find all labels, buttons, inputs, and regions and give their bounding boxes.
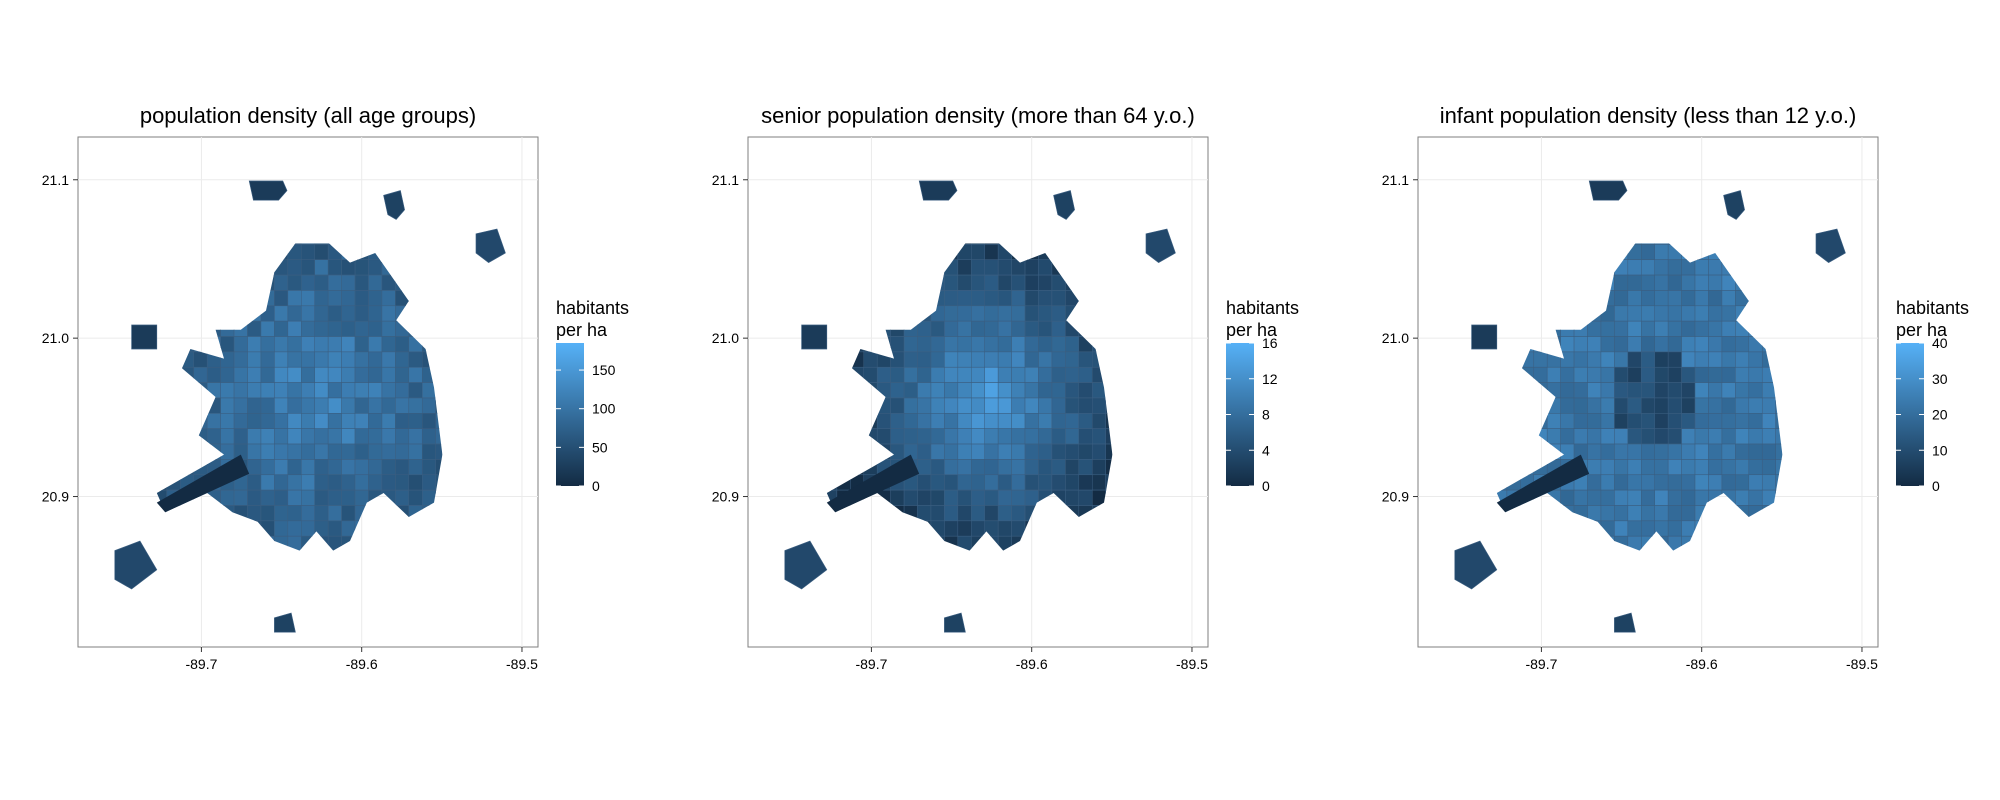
map-satellite-area [1454, 540, 1498, 590]
legend-tick-label: 20 [1932, 407, 1948, 423]
legend-title: habitants [1226, 298, 1299, 318]
panel-title: infant population density (less than 12 … [1440, 103, 1857, 128]
map-satellite-area [1723, 190, 1745, 220]
map-satellite-area [114, 540, 158, 590]
x-tick-label: -89.5 [1846, 656, 1878, 672]
map-satellite-area [1471, 324, 1498, 350]
map-satellite-area [801, 324, 828, 350]
x-tick-label: -89.7 [1525, 656, 1557, 672]
map-panel-infant: infant population density (less than 12 … [1382, 103, 1969, 672]
map-satellite-area [944, 612, 966, 633]
y-tick-label: 21.1 [712, 172, 739, 188]
legend-title-line2: per ha [1226, 320, 1278, 340]
x-tick-label: -89.6 [1016, 656, 1048, 672]
y-tick-label: 21.1 [42, 172, 69, 188]
map-satellite-area [274, 612, 296, 633]
legend-tick-label: 30 [1932, 371, 1948, 387]
legend-title-line2: per ha [556, 320, 608, 340]
y-tick-label: 20.9 [712, 489, 739, 505]
legend-tick-label: 50 [592, 439, 608, 455]
legend-tick-label: 0 [592, 478, 600, 494]
legend-tick-label: 10 [1932, 442, 1948, 458]
y-tick-label: 20.9 [1382, 489, 1409, 505]
map-satellite-area [248, 180, 288, 201]
legend-tick-label: 0 [1262, 478, 1270, 494]
legend-tick-label: 40 [1932, 335, 1948, 351]
map-panel-senior: senior population density (more than 64 … [712, 103, 1299, 672]
x-tick-label: -89.5 [1176, 656, 1208, 672]
map-satellite-area [784, 540, 828, 590]
y-tick-label: 21.0 [1382, 330, 1409, 346]
map-satellite-area [1145, 228, 1176, 264]
panel-title: senior population density (more than 64 … [761, 103, 1195, 128]
map-satellite-area [1815, 228, 1846, 264]
legend-title: habitants [1896, 298, 1969, 318]
x-tick-label: -89.7 [855, 656, 887, 672]
map-panel-all: population density (all age groups) -89.7… [42, 103, 629, 672]
map-satellite-area [918, 180, 958, 201]
legend-tick-label: 150 [592, 362, 616, 378]
y-tick-label: 21.0 [42, 330, 69, 346]
legend-colorbar [556, 343, 584, 486]
legend-tick-label: 0 [1932, 478, 1940, 494]
legend-title: habitants [556, 298, 629, 318]
y-tick-label: 20.9 [42, 489, 69, 505]
x-tick-label: -89.6 [1686, 656, 1718, 672]
panel-title: population density (all age groups) [140, 103, 476, 128]
x-tick-label: -89.6 [346, 656, 378, 672]
x-tick-label: -89.7 [185, 656, 217, 672]
legend-title-line2: per ha [1896, 320, 1948, 340]
map-satellite-area [131, 324, 158, 350]
legend-tick-label: 100 [592, 401, 616, 417]
legend-tick-label: 16 [1262, 335, 1278, 351]
map-satellite-area [475, 228, 506, 264]
map-satellite-area [1053, 190, 1075, 220]
map-satellite-area [383, 190, 405, 220]
x-tick-label: -89.5 [506, 656, 538, 672]
y-tick-label: 21.0 [712, 330, 739, 346]
legend-tick-label: 12 [1262, 371, 1278, 387]
legend-tick-label: 4 [1262, 442, 1270, 458]
y-tick-label: 21.1 [1382, 172, 1409, 188]
map-satellite-area [1614, 612, 1636, 633]
legend-tick-label: 8 [1262, 407, 1270, 423]
map-satellite-area [1588, 180, 1628, 201]
